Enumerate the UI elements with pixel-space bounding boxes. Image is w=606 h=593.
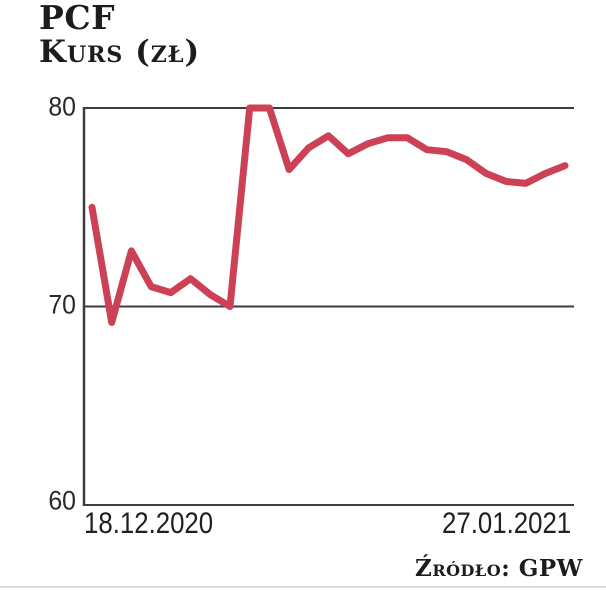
- price-line: [88, 104, 569, 326]
- chart-subtitle: Kurs (zł): [39, 34, 201, 70]
- x-axis-label-start-date: 18.12.2020: [84, 507, 214, 540]
- source-credit: Źródło: GPW: [415, 555, 583, 582]
- y-axis-tick-80: 80: [48, 91, 76, 122]
- x-axis-label-end-date: 27.01.2021: [441, 507, 571, 540]
- bottom-divider-line: [0, 586, 606, 588]
- chart-title: PCF: [39, 0, 116, 37]
- y-axis-tick-70: 70: [48, 289, 76, 320]
- y-axis-tick-60: 60: [48, 485, 76, 516]
